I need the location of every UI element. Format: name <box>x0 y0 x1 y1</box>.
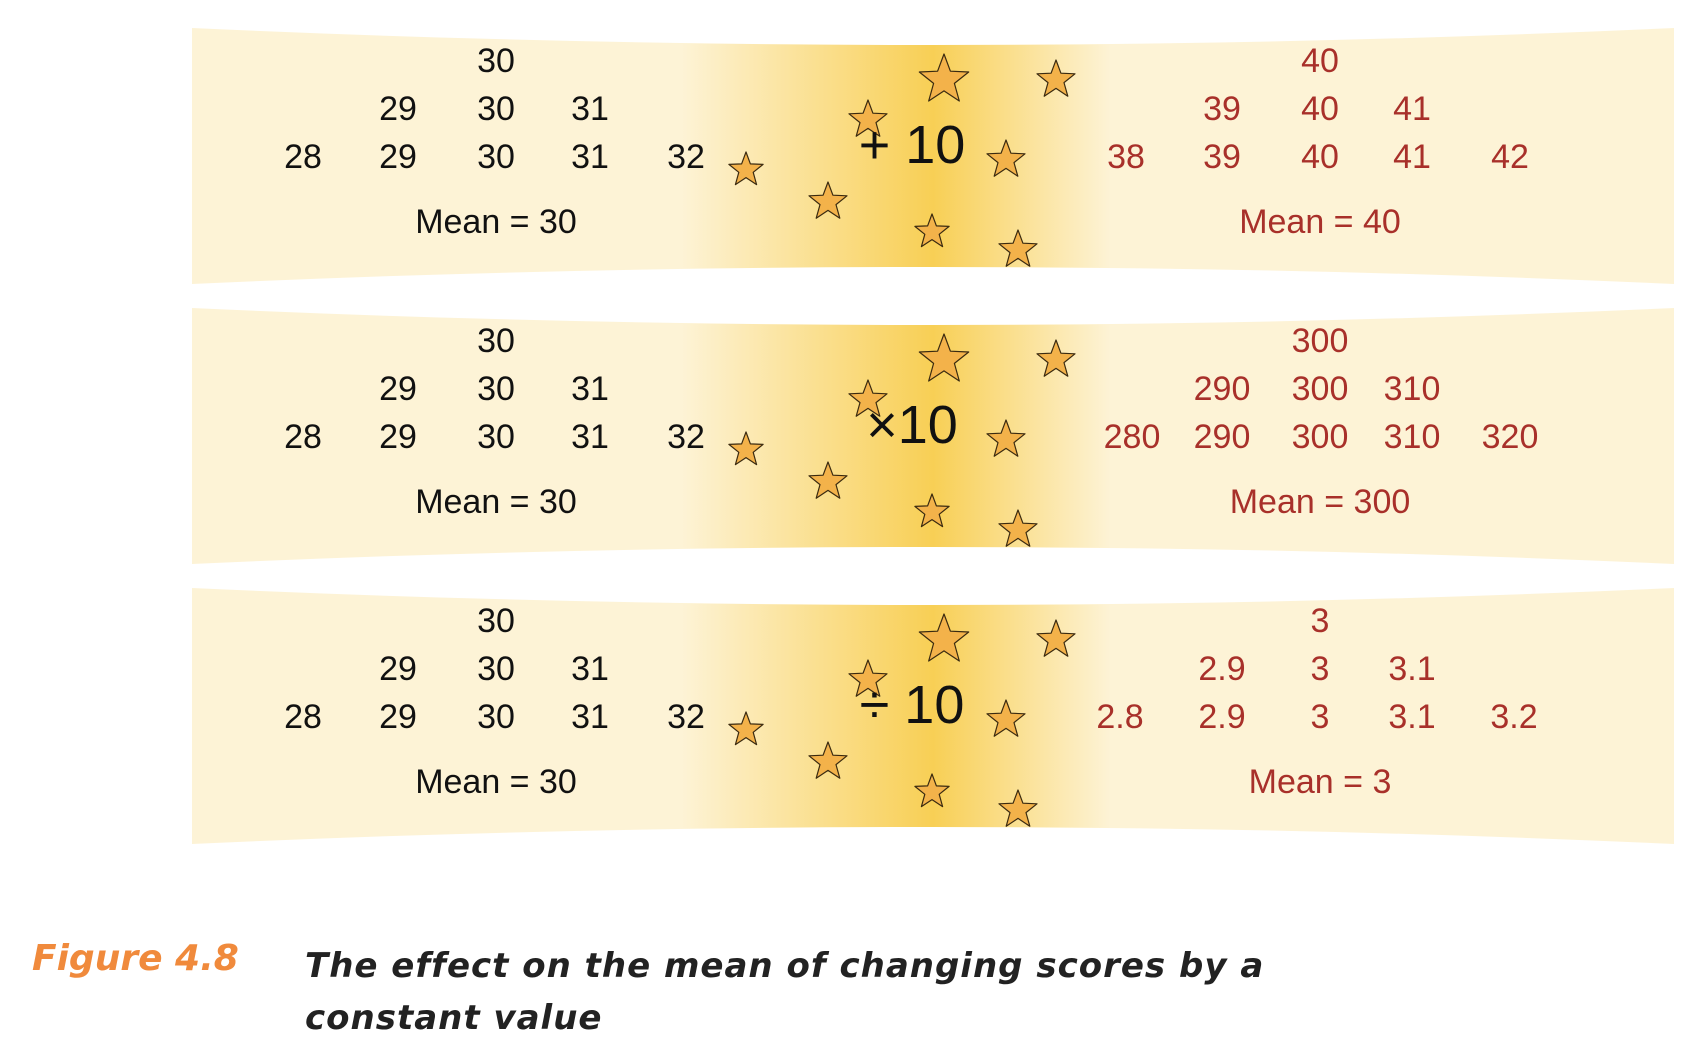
band-background <box>192 308 1674 564</box>
result-score: 300 <box>1291 322 1349 360</box>
original-score: 31 <box>571 90 609 128</box>
panel-3: 30 29 30 31 28 29 30 31 32 3 2.9 3 3.1 2.8 2.9 3 3.1 3.2 M… <box>0 588 1708 852</box>
result-mean: Mean = 3 <box>1248 763 1392 801</box>
original-score: 31 <box>571 418 609 456</box>
star-icon <box>918 613 970 662</box>
original-score: 31 <box>571 698 609 736</box>
panel-1: 30 29 30 31 28 29 30 31 32 40 39 40 41 38 39 40 41 42 Mean… <box>0 28 1708 292</box>
result-score: 300 <box>1291 370 1349 408</box>
original-score: 30 <box>477 42 515 80</box>
result-score: 310 <box>1383 418 1441 456</box>
star-icon <box>808 741 848 779</box>
star-icon <box>848 99 888 137</box>
original-score: 29 <box>379 418 417 456</box>
original-score: 30 <box>477 138 515 176</box>
original-score: 28 <box>284 418 322 456</box>
figure-label: Figure 4.8 <box>32 938 239 979</box>
result-score: 40 <box>1301 90 1339 128</box>
star-icon <box>914 213 950 248</box>
star-icon <box>1036 339 1076 377</box>
original-score: 29 <box>379 90 417 128</box>
result-score: 41 <box>1393 138 1431 176</box>
result-score: 3 <box>1310 698 1330 736</box>
result-score: 290 <box>1193 370 1251 408</box>
figure-caption: The effect on the mean of changing score… <box>305 946 1265 1038</box>
star-icon <box>728 711 764 746</box>
star-icon <box>848 659 888 697</box>
star-icon <box>986 699 1026 737</box>
original-mean: Mean = 30 <box>415 203 577 241</box>
result-score: 320 <box>1481 418 1539 456</box>
original-score: 32 <box>667 698 705 736</box>
original-score: 29 <box>379 698 417 736</box>
result-score: 290 <box>1193 418 1251 456</box>
result-score: 280 <box>1103 418 1161 456</box>
original-score: 30 <box>477 90 515 128</box>
operation-label: + 10 <box>858 115 966 175</box>
result-score: 3.2 <box>1490 698 1538 736</box>
star-icon <box>1036 59 1076 97</box>
result-score: 3 <box>1310 650 1330 688</box>
star-icon <box>998 229 1038 267</box>
operation-label: ÷ 10 <box>859 675 965 735</box>
original-score: 29 <box>379 650 417 688</box>
result-score: 3 <box>1310 602 1330 640</box>
original-score: 30 <box>477 418 515 456</box>
original-score: 30 <box>477 698 515 736</box>
result-score: 40 <box>1301 42 1339 80</box>
result-score: 2.9 <box>1198 650 1246 688</box>
star-icon <box>808 461 848 499</box>
original-mean: Mean = 30 <box>415 483 577 521</box>
original-score: 30 <box>477 602 515 640</box>
result-score: 300 <box>1291 418 1349 456</box>
original-score: 28 <box>284 138 322 176</box>
original-score: 28 <box>284 698 322 736</box>
star-icon <box>998 789 1038 827</box>
result-score: 39 <box>1203 90 1241 128</box>
original-score: 29 <box>379 370 417 408</box>
star-icon <box>986 139 1026 177</box>
result-score: 40 <box>1301 138 1339 176</box>
star-icon <box>728 151 764 186</box>
original-score: 29 <box>379 138 417 176</box>
original-score: 30 <box>477 322 515 360</box>
result-score: 3.1 <box>1388 698 1436 736</box>
result-score: 310 <box>1383 370 1441 408</box>
result-score: 39 <box>1203 138 1241 176</box>
band-background <box>192 588 1674 844</box>
result-score: 3.1 <box>1388 650 1436 688</box>
result-score: 2.9 <box>1198 698 1246 736</box>
operation-label: ×10 <box>866 395 958 455</box>
result-score: 41 <box>1393 90 1431 128</box>
original-score: 32 <box>667 418 705 456</box>
star-icon <box>918 333 970 382</box>
result-score: 2.8 <box>1096 698 1144 736</box>
result-mean: Mean = 300 <box>1229 483 1411 521</box>
star-icon <box>1036 619 1076 657</box>
star-icon <box>986 419 1026 457</box>
original-score: 32 <box>667 138 705 176</box>
star-icon <box>918 53 970 102</box>
original-score: 31 <box>571 650 609 688</box>
original-score: 31 <box>571 138 609 176</box>
star-icon <box>728 431 764 466</box>
original-score: 30 <box>477 370 515 408</box>
result-score: 38 <box>1107 138 1145 176</box>
result-mean: Mean = 40 <box>1239 203 1401 241</box>
star-icon <box>808 181 848 219</box>
star-icon <box>914 773 950 808</box>
star-icon <box>914 493 950 528</box>
band-background <box>192 28 1674 284</box>
star-icon <box>848 379 888 417</box>
star-icon <box>998 509 1038 547</box>
original-score: 30 <box>477 650 515 688</box>
result-score: 42 <box>1491 138 1529 176</box>
panel-2: 30 29 30 31 28 29 30 31 32 300 290 300 310 280 290 300 3… <box>0 308 1708 572</box>
original-mean: Mean = 30 <box>415 763 577 801</box>
original-score: 31 <box>571 370 609 408</box>
